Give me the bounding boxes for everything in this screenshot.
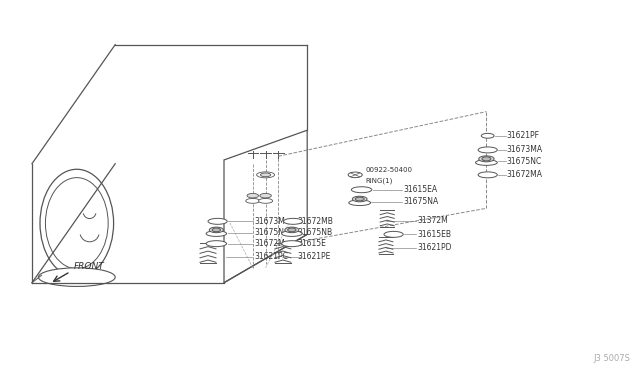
Text: 31672MA: 31672MA: [507, 170, 543, 179]
Ellipse shape: [353, 196, 367, 202]
Ellipse shape: [482, 157, 491, 161]
Text: 31675NB: 31675NB: [298, 228, 333, 237]
Text: 31621PD: 31621PD: [417, 243, 452, 252]
Ellipse shape: [246, 198, 260, 203]
Text: 31615EA: 31615EA: [403, 185, 437, 194]
Text: 31372M: 31372M: [417, 217, 448, 225]
Ellipse shape: [209, 227, 223, 233]
Ellipse shape: [259, 198, 273, 203]
Ellipse shape: [282, 241, 302, 247]
Text: 31673M: 31673M: [255, 217, 285, 226]
Ellipse shape: [348, 172, 362, 178]
Ellipse shape: [282, 231, 302, 237]
Ellipse shape: [38, 268, 115, 286]
Ellipse shape: [260, 173, 271, 177]
Text: 31621PE: 31621PE: [298, 252, 331, 261]
Ellipse shape: [247, 193, 259, 198]
Ellipse shape: [257, 172, 275, 178]
Ellipse shape: [478, 147, 497, 153]
Text: 31615EB: 31615EB: [417, 230, 451, 239]
Text: 31672MB: 31672MB: [298, 217, 333, 226]
Text: RING(1): RING(1): [365, 177, 393, 183]
Text: 31615E: 31615E: [298, 239, 326, 248]
Text: 00922-50400: 00922-50400: [365, 167, 412, 173]
Ellipse shape: [212, 228, 220, 232]
Text: J3 5007S: J3 5007S: [593, 354, 630, 363]
Ellipse shape: [288, 228, 296, 232]
Text: 31675NC: 31675NC: [507, 157, 542, 166]
Ellipse shape: [206, 231, 227, 237]
Ellipse shape: [45, 178, 108, 269]
Ellipse shape: [284, 218, 303, 224]
Text: 31672M: 31672M: [255, 239, 285, 248]
Ellipse shape: [260, 193, 271, 198]
Text: 31621PC: 31621PC: [255, 252, 289, 261]
Ellipse shape: [384, 231, 403, 237]
Text: FRONT: FRONT: [74, 262, 104, 271]
Ellipse shape: [285, 227, 299, 233]
Ellipse shape: [349, 200, 371, 205]
Text: 31621PF: 31621PF: [507, 131, 540, 140]
Polygon shape: [224, 130, 307, 283]
Ellipse shape: [40, 169, 114, 277]
Ellipse shape: [481, 134, 494, 138]
Ellipse shape: [478, 172, 497, 178]
Text: 31675N: 31675N: [255, 228, 285, 237]
Ellipse shape: [355, 197, 364, 201]
Ellipse shape: [476, 160, 497, 166]
Text: 31675NA: 31675NA: [403, 197, 438, 206]
Ellipse shape: [479, 156, 494, 162]
Text: 31673MA: 31673MA: [507, 145, 543, 154]
Ellipse shape: [351, 187, 372, 193]
Ellipse shape: [208, 218, 227, 224]
Ellipse shape: [206, 241, 227, 247]
